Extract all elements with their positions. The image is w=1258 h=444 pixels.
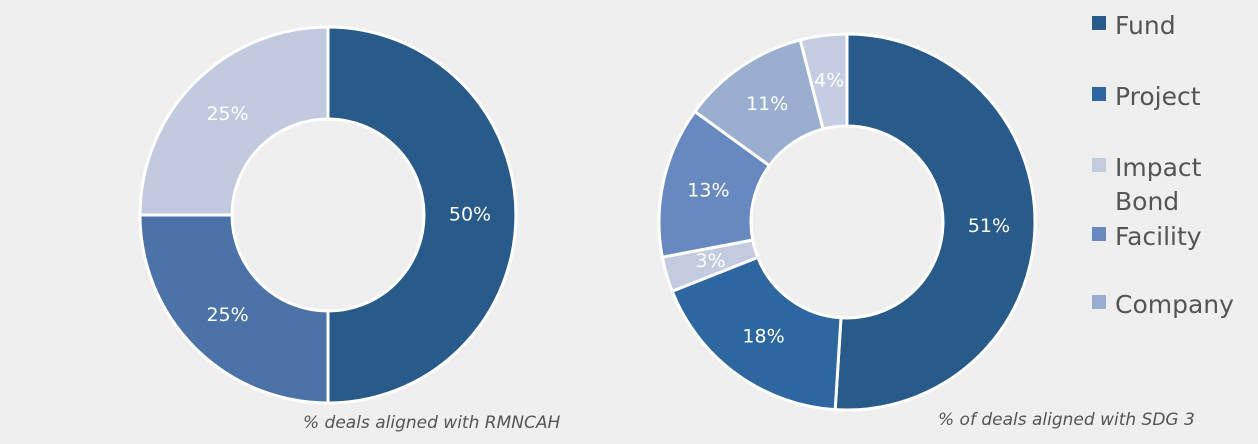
sdg3-label-0: 51% xyxy=(968,215,1010,237)
sdg3-slice-1 xyxy=(670,255,843,412)
legend-swatch-2 xyxy=(1092,158,1106,172)
rmncah-label-3: 25% xyxy=(206,304,248,326)
legend-label-3: Facility xyxy=(1115,222,1202,251)
legend-label-4: Company xyxy=(1115,290,1234,319)
legend-swatch-0 xyxy=(1092,16,1106,30)
sdg3-label-5: 4% xyxy=(814,70,844,92)
rmncah-label-4: 25% xyxy=(206,103,248,125)
rmncah-slice-3 xyxy=(138,213,330,405)
rmncah-label-0: 50% xyxy=(449,204,491,226)
legend: Fund Project Impact Bond Facility Company xyxy=(1092,11,1234,319)
legend-swatch-3 xyxy=(1092,227,1106,241)
legend-label-1: Project xyxy=(1115,82,1201,111)
legend-swatch-4 xyxy=(1092,295,1106,309)
sdg3-label-4: 11% xyxy=(746,93,788,115)
caption-sdg3: % of deals aligned with SDG 3 xyxy=(938,410,1195,430)
legend-label-0: Fund xyxy=(1115,11,1176,40)
legend-label-2: Impact Bond xyxy=(1115,153,1202,216)
rmncah-slice-0 xyxy=(326,25,518,405)
sdg3-slice-0 xyxy=(833,32,1037,412)
caption-rmncah: % deals aligned with RMNCAH xyxy=(303,413,560,433)
sdg3-label-1: 18% xyxy=(742,325,784,347)
sdg3-label-2: 3% xyxy=(696,250,726,272)
sdg3-label-3: 13% xyxy=(687,180,729,202)
donut-sdg3: 51% 18% 3% 13% 11% 4% xyxy=(657,32,1037,412)
legend-swatch-1 xyxy=(1092,87,1106,101)
donut-rmncah: 50% 25% 25% xyxy=(138,25,518,405)
rmncah-slice-4 xyxy=(138,25,330,217)
sdg3-slice-5 xyxy=(798,32,849,131)
